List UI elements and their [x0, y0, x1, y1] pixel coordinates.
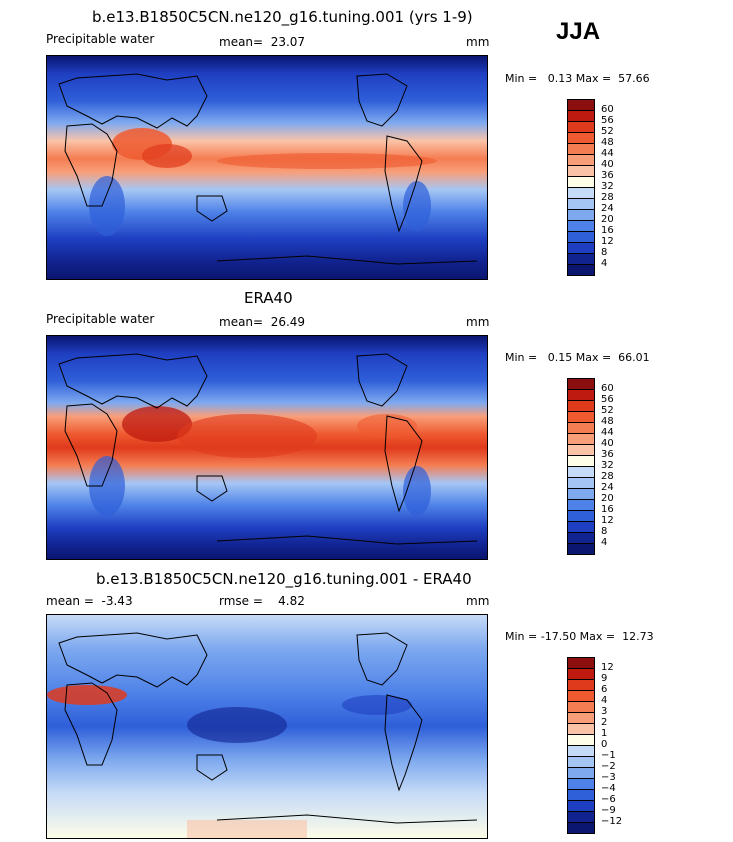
colorbar-label: 56 [601, 394, 614, 405]
colorbar-label: 44 [601, 427, 614, 438]
colorbar-label: 32 [601, 460, 614, 471]
panel-3-minmax: Min = -17.50 Max = 12.73 [505, 630, 654, 643]
colorbar-label: 16 [601, 504, 614, 515]
panel-2-field [47, 336, 487, 559]
panel-3-mean: mean = -3.43 [46, 594, 133, 608]
season-label: JJA [556, 18, 601, 45]
colorbar-label: 4 [601, 537, 608, 548]
colorbar-label: 12 [601, 662, 614, 673]
colorbar-label: 3 [601, 706, 608, 717]
colorbar-label: 36 [601, 449, 614, 460]
colorbar-label: 32 [601, 181, 614, 192]
panel-1-map [46, 55, 488, 280]
panel-1-mean: mean= 23.07 [219, 35, 306, 49]
colorbar-label: 0 [601, 739, 608, 750]
panel-3-units: mm [466, 594, 490, 608]
colorbar-label: 4 [601, 258, 608, 269]
colorbar-label: −9 [601, 805, 616, 816]
colorbar-label: 24 [601, 203, 614, 214]
colorbar-label: 20 [601, 214, 614, 225]
colorbar-label: 48 [601, 416, 614, 427]
colorbar-label: 40 [601, 159, 614, 170]
colorbar-label: −4 [601, 783, 616, 794]
colorbar-label: −1 [601, 750, 616, 761]
panel-1-title: b.e13.B1850C5CN.ne120_g16.tuning.001 (yr… [92, 8, 473, 26]
colorbar-label: 40 [601, 438, 614, 449]
panel-2-variable: Precipitable water [46, 312, 155, 326]
colorbar-label: 1 [601, 728, 608, 739]
colorbar-box [567, 264, 595, 276]
colorbar-label: −2 [601, 761, 616, 772]
panel-3-rmse: rmse = 4.82 [219, 594, 305, 608]
panel-2-minmax: Min = 0.15 Max = 66.01 [505, 351, 650, 364]
colorbar-label: −12 [601, 816, 623, 827]
colorbar-label: 20 [601, 493, 614, 504]
colorbar-label: 24 [601, 482, 614, 493]
colorbar-label: 16 [601, 225, 614, 236]
panel-3-title: b.e13.B1850C5CN.ne120_g16.tuning.001 - E… [96, 570, 472, 588]
colorbar-label: 2 [601, 717, 608, 728]
colorbar-label: 28 [601, 471, 614, 482]
colorbar-box [567, 543, 595, 555]
colorbar-label: 28 [601, 192, 614, 203]
panel-3-field [47, 615, 487, 838]
colorbar-label: 44 [601, 148, 614, 159]
colorbar-label: 4 [601, 695, 608, 706]
colorbar-label: 52 [601, 405, 614, 416]
panel-1-minmax: Min = 0.13 Max = 57.66 [505, 72, 650, 85]
colorbar-label: 52 [601, 126, 614, 137]
colorbar-label: 9 [601, 673, 608, 684]
colorbar-label: 8 [601, 247, 608, 258]
panel-2-mean: mean= 26.49 [219, 315, 306, 329]
colorbar-label: 56 [601, 115, 614, 126]
panel-1-units: mm [466, 35, 490, 49]
colorbar-label: 60 [601, 104, 614, 115]
colorbar-label: 36 [601, 170, 614, 181]
colorbar-label: 6 [601, 684, 608, 695]
panel-1-field [47, 56, 487, 279]
colorbar-label: 8 [601, 526, 608, 537]
panel-2-units: mm [466, 315, 490, 329]
colorbar-label: −6 [601, 794, 616, 805]
colorbar-box [567, 822, 595, 834]
panel-2-title: ERA40 [244, 289, 293, 307]
colorbar-label: 12 [601, 515, 614, 526]
colorbar-label: 48 [601, 137, 614, 148]
panel-2-map [46, 335, 488, 560]
colorbar-label: −3 [601, 772, 616, 783]
panel-3-map [46, 614, 488, 839]
colorbar-label: 60 [601, 383, 614, 394]
colorbar-label: 12 [601, 236, 614, 247]
panel-1-variable: Precipitable water [46, 32, 155, 46]
